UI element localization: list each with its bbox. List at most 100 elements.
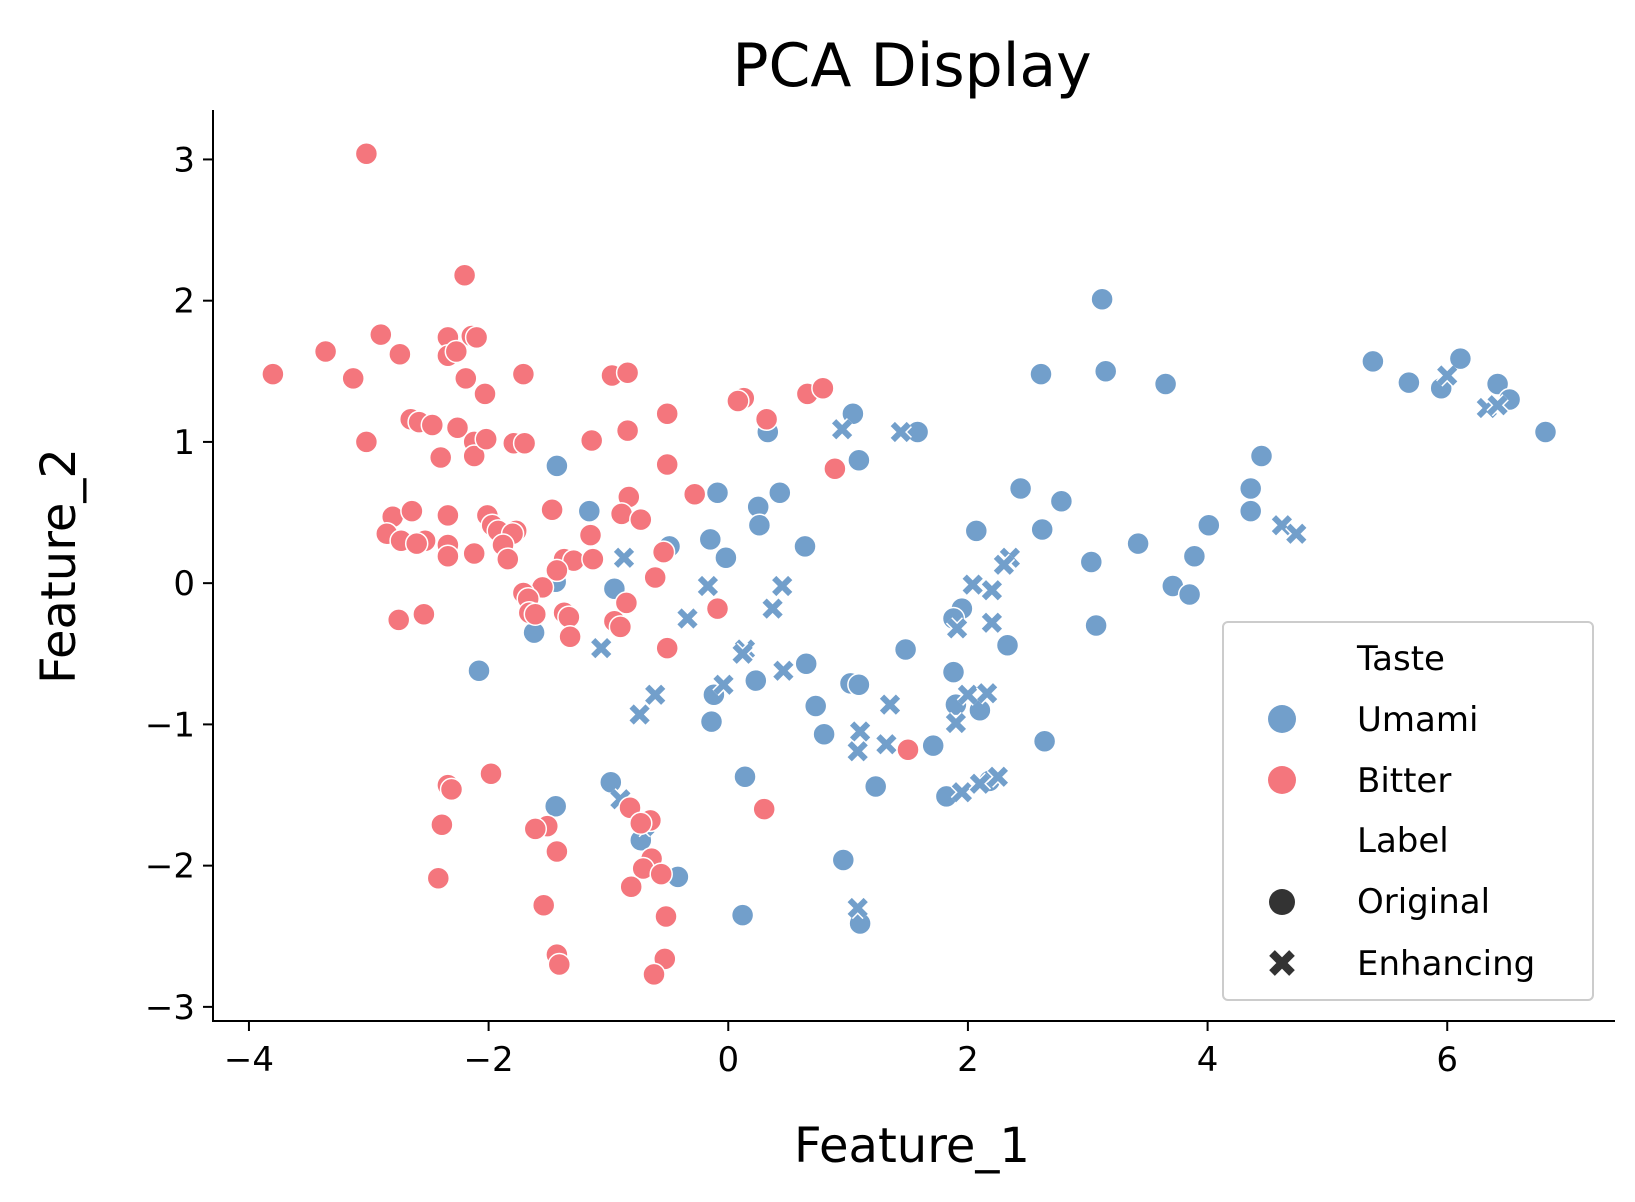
point-bitter-original — [608, 615, 633, 639]
point-bitter-original — [579, 428, 604, 453]
point-bitter-original — [754, 407, 779, 432]
y-tick-label: −2 — [145, 847, 195, 887]
point-umami-enhancing — [772, 659, 795, 682]
point-umami-original — [863, 774, 888, 799]
legend-label-title: Label — [1357, 821, 1449, 861]
point-bitter-original — [313, 339, 338, 364]
legend-bitter-marker — [1268, 766, 1296, 794]
point-umami-enhancing — [944, 711, 968, 735]
point-bitter-original — [436, 544, 460, 569]
point-umami-enhancing — [848, 720, 872, 743]
y-tick-label: 2 — [173, 282, 195, 322]
point-umami-original — [705, 481, 730, 505]
point-bitter-original — [445, 416, 470, 440]
point-umami-original — [794, 651, 818, 676]
x-axis-label: Feature_1 — [794, 1118, 1030, 1174]
point-bitter-original — [354, 142, 379, 166]
point-umami-original — [1197, 513, 1221, 537]
point-bitter-original — [655, 636, 679, 660]
point-bitter-original — [388, 342, 412, 367]
point-umami-original — [1238, 476, 1263, 501]
point-umami-original — [768, 481, 792, 505]
point-umami-original — [714, 545, 738, 570]
legend-enhancing-label: Enhancing — [1357, 944, 1535, 984]
legend-umami-marker — [1268, 705, 1296, 733]
point-bitter-original — [341, 366, 365, 391]
point-umami-original — [744, 668, 768, 693]
point-bitter-original — [496, 547, 520, 571]
point-bitter-original — [452, 263, 477, 288]
point-bitter-original — [354, 430, 379, 454]
point-bitter-original — [811, 376, 835, 400]
point-umami-enhancing — [1285, 522, 1308, 545]
point-umami-original — [1397, 370, 1421, 395]
legend-original-label: Original — [1357, 882, 1490, 922]
point-bitter-original — [474, 427, 498, 451]
point-umami-original — [1084, 613, 1108, 638]
point-umami-original — [1249, 444, 1274, 468]
point-umami-enhancing — [950, 781, 974, 804]
y-tick-label: −3 — [145, 988, 195, 1028]
point-bitter-original — [540, 497, 564, 522]
point-umami-original — [1032, 729, 1057, 754]
point-bitter-original — [430, 812, 454, 837]
point-bitter-original — [479, 762, 503, 786]
point-bitter-original — [404, 531, 429, 556]
point-umami-original — [733, 764, 757, 789]
point-bitter-original — [261, 362, 285, 386]
point-umami-original — [812, 722, 836, 747]
point-bitter-original — [615, 418, 640, 443]
point-umami-original — [1029, 362, 1053, 386]
point-umami-original — [730, 903, 755, 927]
point-bitter-original — [420, 413, 445, 437]
point-umami-original — [699, 709, 724, 734]
point-bitter-original — [428, 445, 453, 470]
point-bitter-original — [444, 339, 469, 364]
point-bitter-original — [473, 382, 497, 406]
point-bitter-original — [649, 862, 673, 886]
point-umami-original — [545, 454, 569, 478]
x-tick-label: −2 — [464, 1040, 514, 1080]
point-umami-original — [905, 420, 930, 444]
point-umami-original — [467, 658, 491, 683]
point-bitter-original — [400, 499, 424, 523]
point-umami-enhancing — [644, 683, 667, 706]
point-umami-original — [698, 527, 723, 552]
point-bitter-original — [896, 738, 920, 762]
legend-taste-title: Taste — [1356, 639, 1445, 679]
x-tick-label: 2 — [957, 1040, 979, 1080]
legend: Taste Umami Bitter Label Original Enhanc… — [1222, 621, 1594, 1001]
point-umami-enhancing — [590, 636, 613, 660]
point-bitter-original — [523, 602, 548, 626]
point-umami-original — [1533, 420, 1558, 444]
point-umami-original — [1030, 517, 1054, 542]
point-bitter-original — [651, 540, 676, 564]
y-axis-label: Feature_2 — [31, 448, 87, 684]
point-umami-original — [921, 733, 945, 758]
point-bitter-original — [558, 625, 582, 649]
point-umami-enhancing — [761, 597, 784, 620]
point-umami-original — [1177, 582, 1202, 607]
point-bitter-original — [654, 904, 678, 929]
point-bitter-original — [655, 401, 679, 426]
point-bitter-original — [523, 817, 548, 841]
point-umami-enhancing — [878, 693, 902, 716]
point-umami-original — [847, 673, 871, 697]
point-bitter-original — [578, 523, 603, 547]
point-bitter-original — [454, 366, 478, 391]
point-umami-enhancing — [696, 574, 720, 598]
point-bitter-original — [655, 452, 679, 477]
x-ticks: −4 −2 0 2 4 6 — [224, 1021, 1458, 1080]
point-umami-enhancing — [945, 617, 969, 640]
point-umami-original — [1090, 287, 1114, 312]
chart-title: PCA Display — [732, 31, 1091, 101]
point-bitter-original — [614, 591, 639, 615]
x-tick-label: 0 — [717, 1040, 739, 1080]
point-bitter-original — [412, 602, 436, 626]
point-umami-original — [793, 534, 817, 559]
point-umami-enhancing — [975, 682, 999, 705]
point-umami-enhancing — [1436, 364, 1459, 387]
legend-umami-label: Umami — [1357, 700, 1478, 740]
